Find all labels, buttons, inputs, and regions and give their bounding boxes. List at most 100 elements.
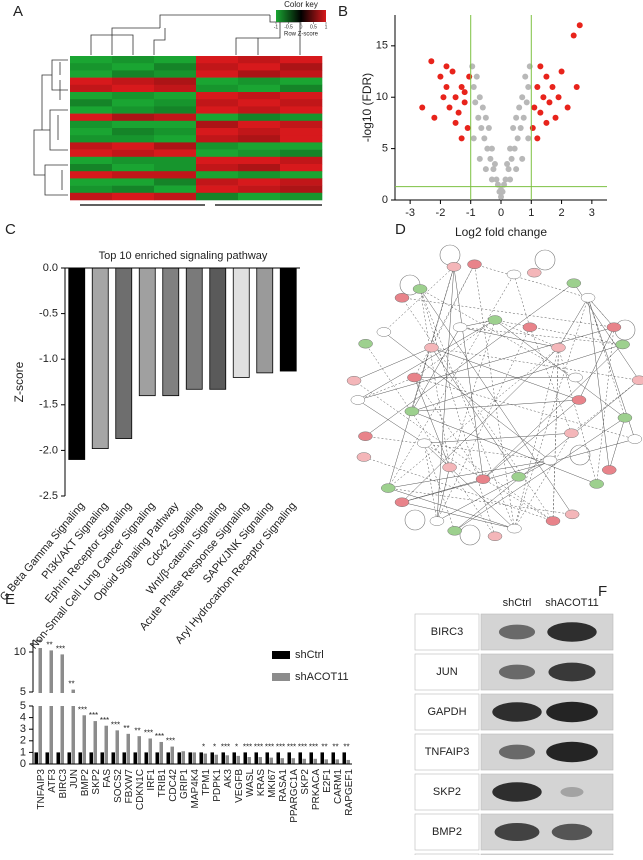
bar [210, 752, 214, 764]
network-edge [424, 443, 515, 529]
significance-label: *** [298, 743, 307, 752]
heatmap-cell [70, 149, 113, 158]
bar [236, 755, 240, 764]
network-node [615, 339, 630, 350]
heatmap-cell [70, 135, 113, 143]
point [498, 186, 504, 193]
bar [34, 752, 38, 764]
significance-label: *** [144, 729, 153, 738]
point [508, 155, 515, 162]
network-node [571, 395, 587, 405]
bar [280, 758, 284, 764]
network-edge [449, 319, 496, 468]
heatmap-cell [280, 84, 323, 93]
network-loop [534, 249, 556, 271]
network-edge [514, 297, 589, 529]
blot-band [498, 744, 536, 760]
network-edge [365, 282, 574, 437]
y-tick-label: -2.5 [39, 490, 58, 502]
bar [78, 752, 82, 764]
heatmap-cell [70, 171, 113, 179]
point [507, 145, 514, 152]
network-node [417, 438, 432, 449]
network-edge [453, 266, 484, 480]
bar [93, 721, 97, 764]
point [455, 109, 462, 116]
heatmap-cell [280, 185, 323, 194]
network-node [564, 509, 580, 520]
point [505, 166, 512, 173]
y-tick-label: -1.0 [39, 353, 58, 365]
network-edge [411, 344, 623, 412]
significance-label: *** [56, 645, 65, 654]
point [461, 89, 468, 96]
point [487, 155, 494, 162]
network-edge [401, 478, 484, 503]
point [488, 145, 495, 152]
heatmap-cell [196, 120, 239, 129]
blot-label-box [414, 773, 480, 811]
network-edge [388, 487, 515, 529]
network-loop [404, 509, 426, 531]
network-edge [365, 343, 496, 537]
x-tick-label: TPM1 [201, 769, 212, 796]
network-edge [388, 460, 551, 489]
network-node [564, 428, 579, 438]
point [446, 104, 453, 111]
heatmap-cell [196, 106, 239, 114]
bar [60, 706, 64, 764]
bar [298, 752, 302, 764]
point [519, 94, 526, 101]
network-edge [414, 377, 450, 468]
heatmap-cell [70, 63, 113, 71]
x-tick-label: CDKN1C [135, 769, 146, 810]
bar [166, 752, 170, 764]
bar [111, 752, 115, 764]
color-key-tick-label: 0.5 [310, 24, 317, 30]
blot-row-label: BMP2 [432, 826, 462, 838]
blot-band [548, 662, 596, 682]
bar [71, 706, 75, 764]
significance-label: ** [46, 641, 52, 650]
point [491, 161, 498, 168]
network-node [394, 497, 410, 507]
network-edge [578, 327, 615, 401]
heatmap-cell [112, 164, 155, 172]
heatmap-cell [280, 99, 323, 107]
point [485, 125, 492, 132]
point [531, 104, 538, 111]
network-edge [365, 435, 551, 461]
legend-label: shCtrl [295, 649, 324, 661]
heatmap-cell [280, 142, 323, 150]
bar [232, 267, 250, 378]
point [540, 94, 547, 101]
heatmap-cell [112, 77, 155, 86]
heatmap-cell [154, 149, 197, 158]
heatmap-cell [196, 84, 239, 93]
network-node [346, 375, 362, 386]
heatmap-cell [112, 171, 155, 179]
y-tick-label: 0 [20, 758, 26, 770]
bar [137, 736, 141, 764]
heatmap-cell [280, 128, 323, 136]
network-edge [494, 319, 559, 348]
heatmap-cell [196, 156, 239, 165]
point [482, 166, 489, 173]
bar [287, 752, 291, 764]
heatmap-cell [70, 156, 113, 165]
point [466, 73, 473, 80]
blot-label-box [414, 813, 480, 851]
x-tick-label: ATF3 [47, 769, 58, 793]
bar [144, 752, 148, 764]
y-tick-label: -1.5 [39, 399, 58, 411]
network-edge [474, 264, 515, 529]
heatmap-cell [154, 113, 197, 122]
x-tick-label: SOCS2 [113, 769, 124, 803]
network-edge [411, 399, 580, 412]
bar [68, 267, 86, 460]
blot-label-box [414, 733, 480, 771]
network-edge [357, 319, 496, 401]
bar [342, 752, 346, 764]
point [464, 125, 471, 132]
network-edge [357, 377, 415, 401]
